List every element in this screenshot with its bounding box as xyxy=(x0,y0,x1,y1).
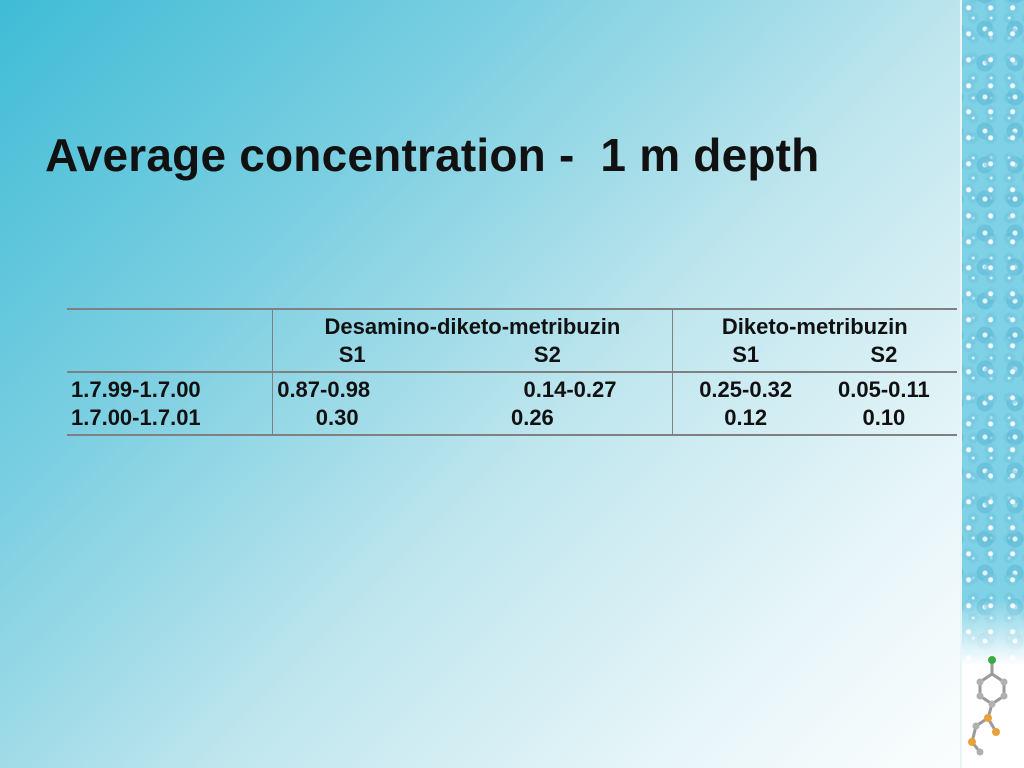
group-title: Diketo-metribuzin xyxy=(721,314,908,339)
table-row: 1.7.99-1.7.00 0.87-0.98 0.14-0.27 0.25-0… xyxy=(67,372,957,404)
header-group-desamino: Desamino-diketo-metribuzin S1 S2 xyxy=(272,308,673,373)
diketo-values-cell: 0.25-0.32 0.05-0.11 xyxy=(671,372,957,404)
slide-title: Average concentration - 1 m depth xyxy=(45,129,820,181)
value-s1: 0.30 xyxy=(315,405,359,430)
value-s2: 0.10 xyxy=(862,405,906,430)
subheader-s2: S2 xyxy=(533,342,561,367)
diketo-values-cell: 0.12 0.10 xyxy=(671,404,957,436)
table-header-row: Desamino-diketo-metribuzin S1 S2 Diketo-… xyxy=(67,308,957,373)
period-cell: 1.7.00-1.7.01 xyxy=(67,404,273,436)
value-s2: 0.14-0.27 xyxy=(523,377,617,402)
header-group-diketo: Diketo-metribuzin S1 S2 xyxy=(671,308,957,373)
period-cell: 1.7.99-1.7.00 xyxy=(71,377,201,402)
desamino-values-cell: 0.30 0.26 xyxy=(272,404,673,436)
water-drops-decoration xyxy=(960,0,1024,768)
table-row: 1.7.00-1.7.01 0.30 0.26 0.12 0.10 xyxy=(67,404,957,436)
subheader-s2: S2 xyxy=(870,342,898,367)
subheader-s1: S1 xyxy=(732,342,760,367)
value-s1: 0.87-0.98 xyxy=(277,377,371,402)
desamino-values-cell: 0.87-0.98 0.14-0.27 xyxy=(272,372,673,404)
value-s2: 0.05-0.11 xyxy=(838,377,930,402)
value-s1: 0.25-0.32 xyxy=(699,377,793,402)
value-s1: 0.12 xyxy=(724,405,768,430)
group-title: Desamino-diketo-metribuzin xyxy=(324,314,621,339)
molecule-icon xyxy=(968,656,1008,756)
header-empty-cell xyxy=(67,308,273,373)
subheader-s1: S1 xyxy=(338,342,366,367)
concentration-table: Desamino-diketo-metribuzin S1 S2 Diketo-… xyxy=(67,308,957,436)
value-s2: 0.26 xyxy=(510,405,554,430)
